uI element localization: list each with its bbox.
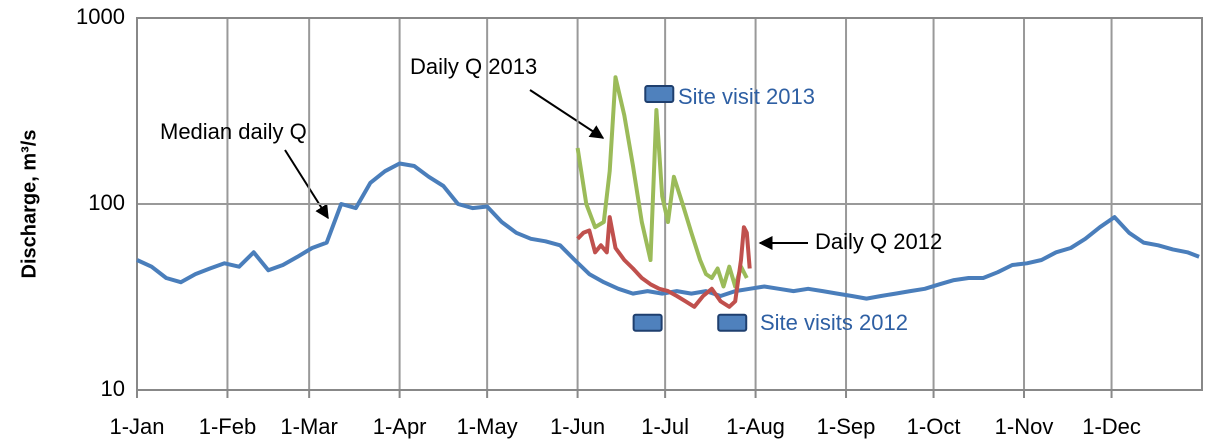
- arrow: [284, 149, 329, 220]
- x-tick-label: 1-Nov: [995, 414, 1054, 439]
- site-visit-marker: [632, 313, 663, 332]
- plot-frame: [136, 17, 1203, 391]
- series-label: Median daily Q: [160, 119, 307, 144]
- line-series: [136, 161, 1200, 301]
- series-label: Site visit 2013: [678, 84, 815, 109]
- x-tick-label: 1-Jan: [109, 414, 164, 439]
- line-series: [575, 75, 749, 289]
- series-label: Daily Q 2013: [410, 54, 537, 79]
- series-label: Site visits 2012: [760, 310, 908, 335]
- x-tick-label: 1-Feb: [199, 414, 256, 439]
- x-tick-label: 1-Sep: [817, 414, 876, 439]
- x-tick-label: 1-Aug: [726, 414, 785, 439]
- series-label: Daily Q 2012: [815, 229, 942, 254]
- y-tick-label: 10: [101, 376, 125, 401]
- y-axis-label: Discharge, m³/s: [18, 130, 40, 279]
- x-tick-label: 1-May: [457, 414, 518, 439]
- x-tick-label: 1-Dec: [1082, 414, 1141, 439]
- x-tick-label: 1-Jul: [641, 414, 689, 439]
- x-tick-label: 1-Mar: [280, 414, 337, 439]
- line-series: [576, 215, 752, 309]
- site-visit-marker: [717, 313, 748, 332]
- y-tick-label: 1000: [76, 4, 125, 29]
- x-tick-label: 1-Apr: [373, 414, 427, 439]
- x-tick-label: 1-Jun: [550, 414, 605, 439]
- arrow: [529, 89, 605, 139]
- site-visit-marker: [644, 85, 675, 104]
- y-tick-label: 100: [88, 190, 125, 215]
- x-tick-label: 1-Oct: [907, 414, 961, 439]
